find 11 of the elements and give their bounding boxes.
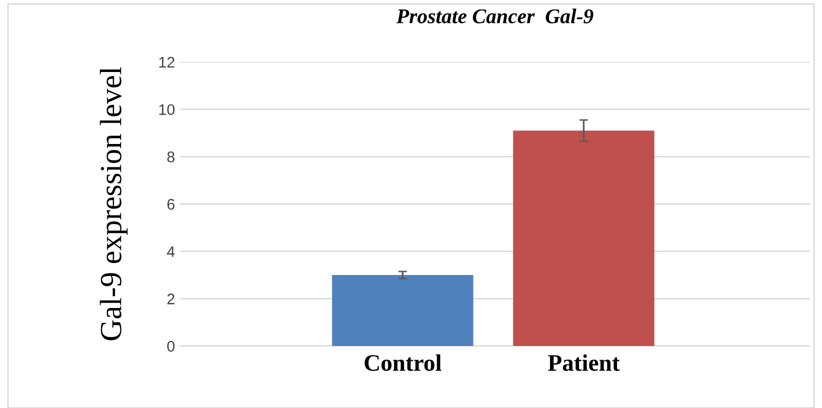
y-tick-label: 12 [159,56,174,68]
y-tick-label: 2 [167,294,174,304]
x-tick-label: Patient [548,354,620,371]
y-tick-label: 10 [159,104,175,116]
y-tick-label: 8 [167,152,174,162]
x-tick-label: Control [364,354,442,371]
chart-title: Prostate Cancer Gal-9 [396,8,594,24]
y-tick-label: 6 [167,198,174,210]
y-tick-label: 4 [166,246,175,257]
y-axis-title: Gal-9 expression level [100,67,128,340]
y-tick-label: 0 [167,340,175,352]
